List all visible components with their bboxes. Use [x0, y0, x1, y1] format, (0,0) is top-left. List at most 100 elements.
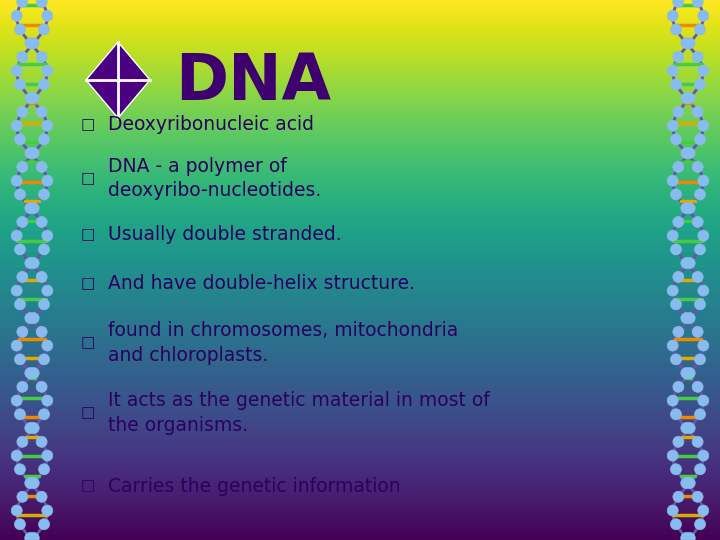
Circle shape	[684, 368, 696, 379]
Circle shape	[36, 217, 48, 227]
Text: □: □	[81, 335, 95, 350]
Text: DNA - a polymer of
deoxyribo-nucleotides.: DNA - a polymer of deoxyribo-nucleotides…	[108, 157, 321, 200]
Circle shape	[670, 299, 682, 310]
Circle shape	[38, 79, 50, 90]
Circle shape	[28, 532, 40, 540]
Text: □: □	[81, 171, 95, 186]
Circle shape	[681, 258, 692, 268]
Circle shape	[672, 51, 684, 63]
Circle shape	[684, 93, 695, 104]
Circle shape	[17, 161, 28, 172]
Circle shape	[684, 423, 696, 434]
Text: Carries the genetic information: Carries the genetic information	[108, 476, 400, 496]
Circle shape	[17, 326, 28, 338]
Circle shape	[36, 161, 48, 172]
Circle shape	[42, 505, 53, 516]
Circle shape	[24, 368, 36, 379]
Circle shape	[36, 0, 48, 8]
Circle shape	[12, 10, 22, 21]
Circle shape	[667, 285, 678, 296]
Circle shape	[28, 202, 39, 214]
Circle shape	[42, 175, 53, 186]
Circle shape	[12, 230, 22, 241]
Circle shape	[667, 120, 678, 131]
Text: □: □	[81, 117, 95, 132]
Circle shape	[36, 326, 47, 338]
Circle shape	[695, 79, 706, 90]
Circle shape	[692, 272, 703, 282]
Circle shape	[692, 381, 703, 393]
Circle shape	[670, 24, 682, 35]
Circle shape	[695, 519, 706, 530]
Circle shape	[17, 106, 28, 117]
Circle shape	[692, 436, 703, 447]
Circle shape	[692, 326, 703, 338]
Text: □: □	[81, 406, 95, 421]
Circle shape	[14, 24, 26, 35]
Circle shape	[28, 147, 39, 159]
Circle shape	[672, 106, 684, 117]
Text: found in chromosomes, mitochondria
and chloroplasts.: found in chromosomes, mitochondria and c…	[108, 321, 458, 365]
Circle shape	[14, 134, 25, 145]
Circle shape	[692, 491, 703, 502]
Circle shape	[39, 409, 50, 420]
Circle shape	[14, 299, 25, 310]
Circle shape	[695, 354, 706, 365]
Circle shape	[681, 423, 692, 434]
Text: Deoxyribonucleic acid: Deoxyribonucleic acid	[108, 114, 314, 134]
Circle shape	[695, 189, 706, 200]
Circle shape	[681, 368, 692, 379]
Circle shape	[672, 272, 684, 282]
Text: □: □	[81, 276, 95, 291]
Circle shape	[681, 202, 692, 214]
Circle shape	[12, 340, 22, 351]
Circle shape	[667, 340, 678, 351]
Circle shape	[12, 395, 22, 406]
Circle shape	[28, 258, 39, 268]
Circle shape	[17, 217, 28, 227]
Circle shape	[14, 519, 25, 530]
Circle shape	[670, 464, 681, 475]
Circle shape	[28, 423, 39, 434]
Circle shape	[667, 10, 678, 21]
Text: It acts as the genetic material in most of
the organisms.: It acts as the genetic material in most …	[108, 392, 490, 435]
Circle shape	[673, 436, 684, 447]
Circle shape	[14, 79, 25, 90]
Circle shape	[673, 381, 684, 393]
Circle shape	[670, 244, 682, 255]
Circle shape	[681, 93, 692, 104]
Circle shape	[670, 519, 681, 530]
Circle shape	[698, 450, 708, 461]
Circle shape	[25, 38, 36, 49]
Circle shape	[42, 285, 53, 296]
Circle shape	[17, 272, 28, 282]
Circle shape	[12, 65, 22, 76]
Circle shape	[38, 134, 50, 145]
Text: And have double-helix structure.: And have double-helix structure.	[108, 274, 415, 293]
Circle shape	[667, 65, 678, 76]
Circle shape	[38, 299, 50, 310]
Circle shape	[695, 464, 706, 475]
Circle shape	[672, 217, 684, 227]
Circle shape	[24, 313, 36, 323]
Circle shape	[12, 450, 22, 461]
Circle shape	[17, 0, 28, 8]
Circle shape	[36, 381, 47, 393]
Circle shape	[695, 409, 706, 420]
Circle shape	[670, 354, 682, 365]
Circle shape	[24, 532, 36, 540]
Circle shape	[42, 450, 53, 461]
Circle shape	[24, 423, 36, 434]
Circle shape	[672, 0, 684, 8]
Circle shape	[42, 395, 53, 406]
Circle shape	[42, 120, 53, 131]
Circle shape	[698, 175, 708, 186]
Circle shape	[38, 24, 50, 35]
Circle shape	[684, 147, 695, 159]
Circle shape	[14, 354, 25, 365]
Circle shape	[684, 258, 695, 268]
Circle shape	[12, 285, 22, 296]
Circle shape	[692, 217, 703, 227]
Circle shape	[698, 10, 708, 21]
Circle shape	[38, 244, 50, 255]
